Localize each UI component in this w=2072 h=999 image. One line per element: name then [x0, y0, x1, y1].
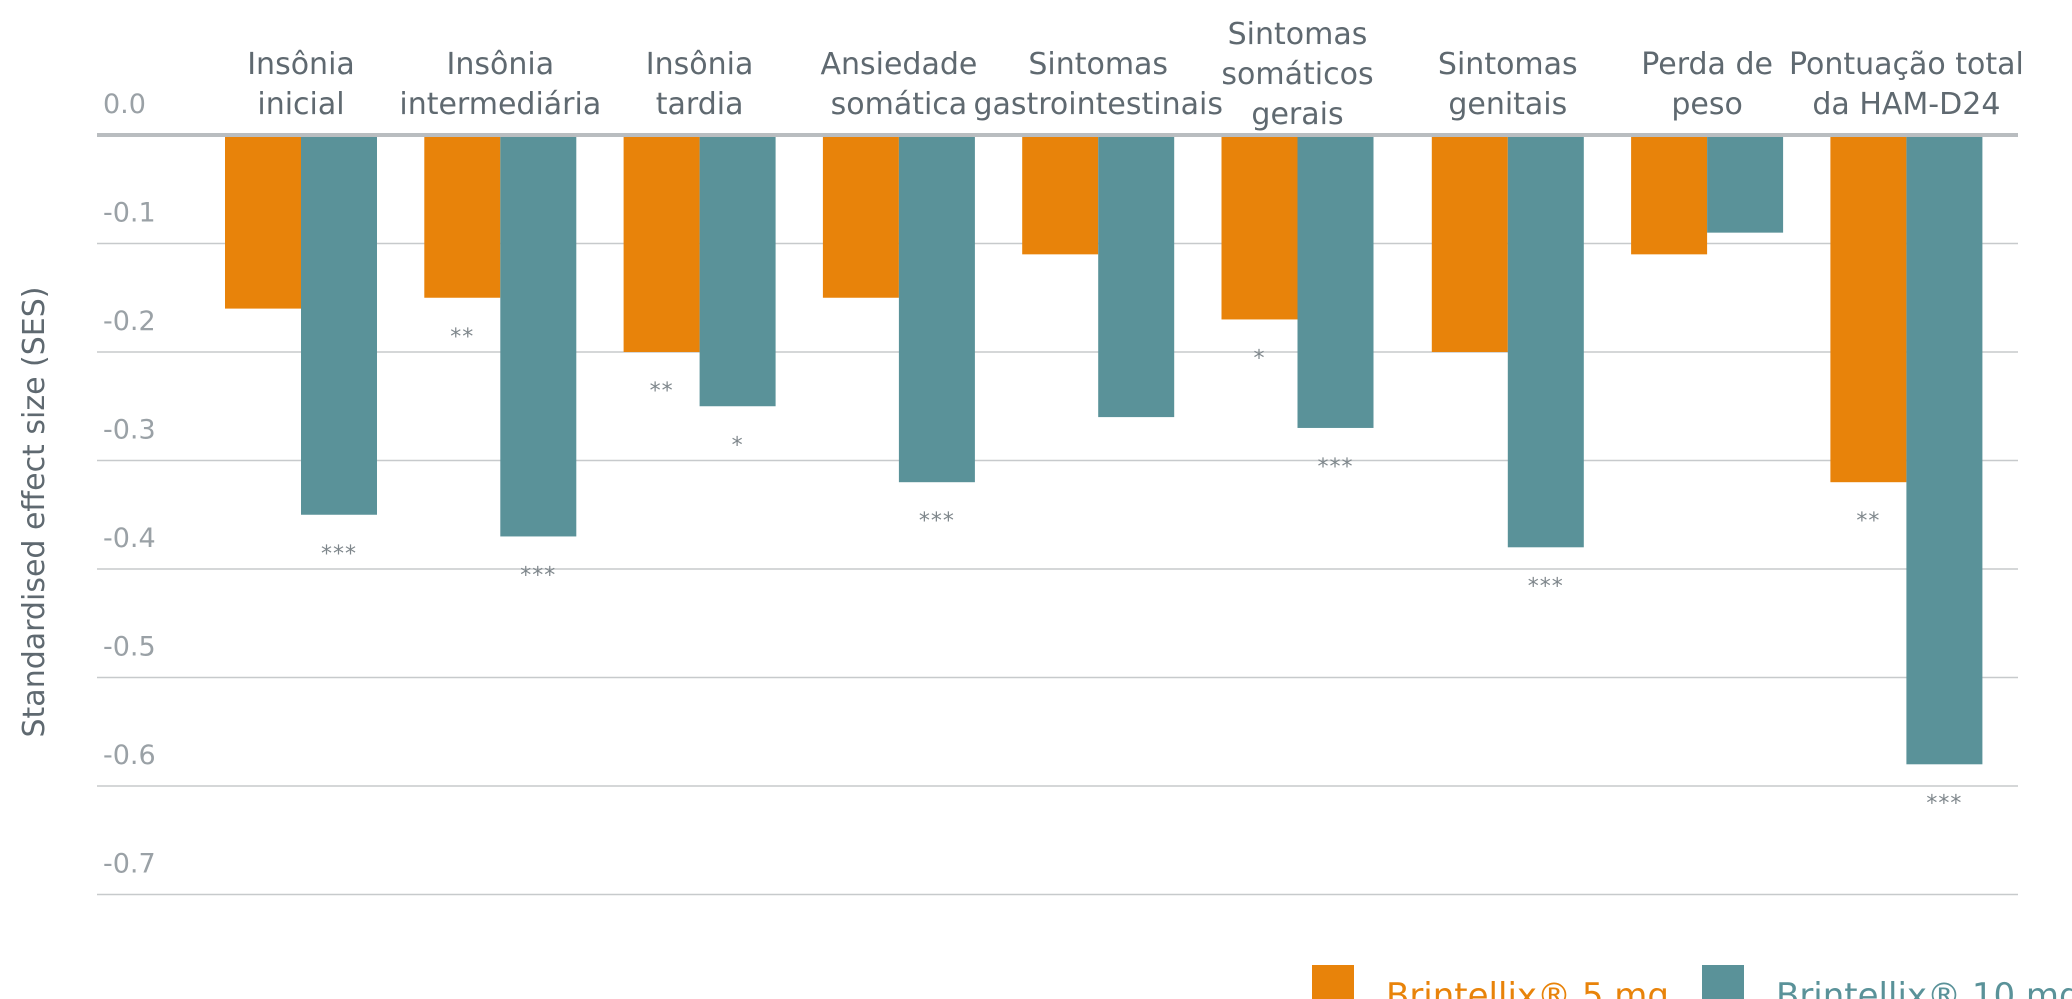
category-label-line: tardia [656, 87, 744, 122]
category-label-line: peso [1671, 87, 1742, 122]
category-label-line: genitais [1448, 87, 1567, 122]
legend-swatch [1312, 965, 1354, 999]
category-label-line: inicial [257, 87, 344, 122]
category-label-line: Insônia [646, 47, 754, 82]
category-label-line: da HAM-D24 [1812, 87, 2000, 122]
bar-10mg [301, 135, 377, 515]
legend-label: Brintellix® 5 mg [1386, 976, 1669, 999]
bar-10mg [1707, 135, 1784, 233]
bar-5mg [1830, 135, 1907, 483]
bar-5mg [1631, 135, 1708, 255]
bar-10mg [1906, 135, 1983, 765]
bar-5mg [1022, 135, 1099, 255]
bar-10mg [898, 135, 975, 483]
bar-5mg [424, 135, 501, 298]
bars [225, 135, 1983, 765]
y-tick-label: -0.4 [103, 523, 156, 554]
category-label: Insônia inicial [247, 47, 355, 122]
bar-10mg [1507, 135, 1584, 548]
legend-swatch [1702, 965, 1744, 999]
category-label: Perda de peso [1641, 47, 1773, 122]
category-label-line: Ansiedade [820, 47, 977, 82]
category-label: Sintomas genitais [1438, 47, 1578, 122]
category-label: Insônia tardia [646, 47, 754, 122]
bar-5mg [1431, 135, 1508, 352]
significance-marker: * [732, 433, 744, 458]
category-label-line: Sintomas [1438, 47, 1578, 82]
y-tick-label: -0.2 [103, 306, 156, 337]
y-tick-label: -0.3 [103, 415, 156, 446]
category-label-line: Sintomas [1228, 17, 1368, 52]
category-label-line: Insônia [247, 47, 355, 82]
category-label: Pontuação total da HAM-D24 [1789, 47, 2024, 122]
category-label: Sintomas gastrointestinais [973, 47, 1223, 122]
category-label-line: gastrointestinais [973, 87, 1223, 122]
y-tick-label: -0.1 [103, 198, 156, 229]
bar-5mg [623, 135, 700, 352]
bar-5mg [822, 135, 899, 298]
bar-10mg [1297, 135, 1374, 428]
bar-10mg [1098, 135, 1175, 418]
legend-label: Brintellix® 10 mg [1776, 976, 2072, 999]
significance-marker: *** [520, 563, 556, 588]
category-label-line: gerais [1251, 97, 1343, 132]
y-tick-label: -0.5 [103, 632, 156, 663]
category-label-line: Pontuação total [1789, 47, 2024, 82]
category-label: Ansiedade somática [820, 47, 977, 122]
category-label-line: intermediária [399, 87, 601, 122]
y-axis-label: Standardised effect size (SES) [17, 286, 52, 737]
legend: Brintellix® 5 mg Brintellix® 10 mg [1312, 965, 2072, 999]
significance-marker: *** [1926, 791, 1962, 816]
category-label-line: Perda de [1641, 47, 1773, 82]
category-label-line: Insônia [447, 47, 555, 82]
bar-10mg [699, 135, 776, 407]
category-label-line: somáticos [1221, 57, 1373, 92]
y-tick-label: -0.6 [103, 740, 156, 771]
y-tick-label: -0.7 [103, 849, 156, 880]
category-label-line: Sintomas [1028, 47, 1168, 82]
significance-marker: ** [1856, 509, 1880, 534]
significance-marker: ** [650, 379, 674, 404]
bar-5mg [225, 135, 301, 309]
bar-5mg [1221, 135, 1298, 320]
significance-marker: *** [1318, 455, 1354, 480]
category-label: Insônia intermediária [399, 47, 601, 122]
significance-marker: * [1254, 346, 1266, 371]
significance-marker: *** [321, 542, 357, 567]
significance-marker: *** [919, 509, 955, 534]
y-tick-label: 0.0 [103, 89, 146, 120]
significance-markers: ************************** [321, 325, 1962, 817]
gridlines [97, 242, 2018, 896]
y-axis-ticks: 0.0 -0.1 -0.2 -0.3 -0.4 -0.5 -0.6 -0.7 [103, 89, 156, 880]
category-label: Sintomas somáticos gerais [1221, 17, 1373, 132]
significance-marker: *** [1528, 574, 1564, 599]
bar-10mg [500, 135, 577, 537]
category-label-line: somática [831, 87, 968, 122]
significance-marker: ** [450, 325, 474, 350]
